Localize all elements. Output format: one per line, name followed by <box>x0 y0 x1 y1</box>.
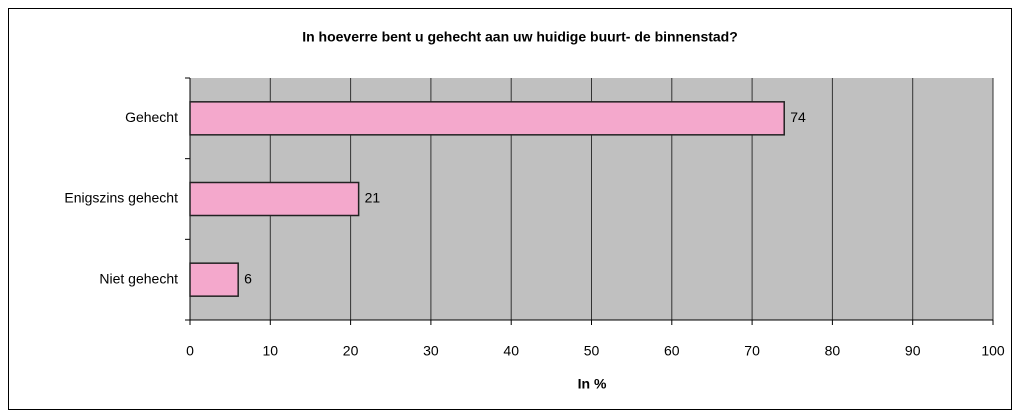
data-label: 6 <box>244 270 252 286</box>
x-tick-label: 40 <box>503 343 519 359</box>
x-tick-label: 70 <box>744 343 760 359</box>
data-label: 74 <box>790 109 806 125</box>
x-tick-label: 10 <box>263 343 279 359</box>
x-axis-label: In % <box>578 376 607 392</box>
data-label: 21 <box>365 190 381 206</box>
bar <box>189 262 239 297</box>
y-tick-label: Gehecht <box>125 109 178 125</box>
x-tick-label: 100 <box>981 343 1005 359</box>
x-tick-label: 50 <box>584 343 600 359</box>
x-tick-label: 0 <box>186 343 194 359</box>
bar <box>189 181 360 217</box>
x-tick-label: 90 <box>905 343 921 359</box>
x-tick-label: 60 <box>664 343 680 359</box>
x-tick-label: 80 <box>825 343 841 359</box>
x-tick-label: 20 <box>343 343 359 359</box>
y-tick-label: Niet gehecht <box>99 270 178 286</box>
bar <box>189 101 785 136</box>
chart-title: In hoeverre bent u gehecht aan uw huidig… <box>302 29 738 45</box>
x-tick-label: 30 <box>423 343 439 359</box>
y-tick-label: Enigszins gehecht <box>64 190 178 206</box>
